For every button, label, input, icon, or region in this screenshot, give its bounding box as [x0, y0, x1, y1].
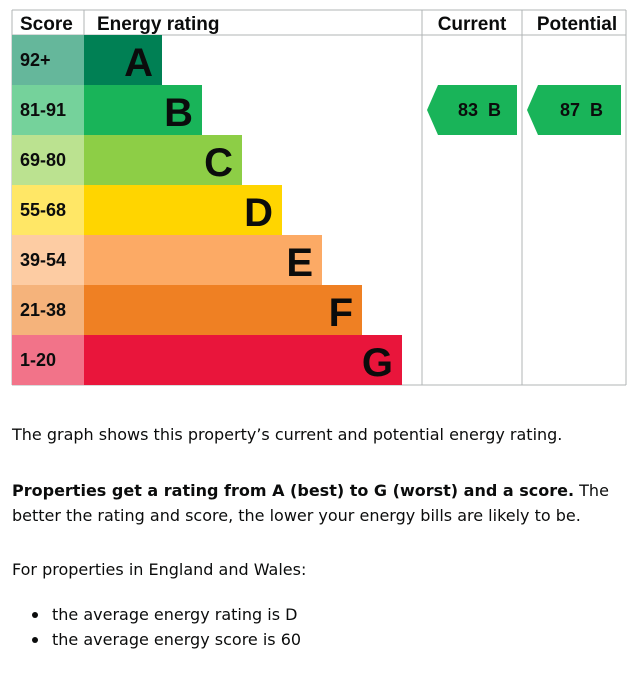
rating-band-bar [84, 35, 162, 85]
current-rating-arrow [427, 85, 517, 135]
rating-explanation-rest: The better the rating and score, the low… [12, 481, 609, 525]
score-range-label: 55-68 [20, 200, 66, 220]
rating-band-bar [84, 235, 322, 285]
current-column-header: Current [438, 14, 507, 35]
score-range-cell [12, 35, 84, 85]
current-rating-label: 83 B [458, 100, 501, 120]
score-range-cell [12, 85, 84, 135]
score-column-header: Score [20, 14, 73, 35]
rating-band-bar [84, 335, 402, 385]
rating-band-letter: G [362, 341, 393, 385]
averages-list: the average energy rating is D the avera… [12, 602, 632, 652]
graph-description: The graph shows this property’s current … [12, 422, 632, 447]
averages-list-container: the average energy rating is D the avera… [12, 602, 632, 652]
potential-column-header: Potential [537, 14, 617, 35]
score-range-cell [12, 235, 84, 285]
rating-band-letter: D [244, 191, 273, 235]
rating-band-bar [84, 85, 202, 135]
score-range-cell [12, 285, 84, 335]
rating-band-bar [84, 285, 362, 335]
score-range-label: 39-54 [20, 250, 66, 270]
rating-explanation: Properties get a rating from A (best) to… [12, 478, 632, 528]
energy-rating-column-header: Energy rating [97, 14, 219, 35]
potential-rating-label: 87 B [560, 100, 603, 120]
average-rating-item: the average energy rating is D [12, 602, 632, 627]
rating-bands: 92+ A 81-91 B 69-80 C 55-68 D 39-54 E 21-38 F 1-20 G [12, 35, 402, 385]
rating-band-bar [84, 185, 282, 235]
averages-intro-text: For properties in England and Wales: [12, 560, 307, 579]
epc-chart: Score Energy rating Current Potential 92… [11, 9, 627, 386]
rating-explanation-bold: Properties get a rating from A (best) to… [12, 481, 575, 500]
score-range-label: 1-20 [20, 350, 56, 370]
rating-band-letter: F [329, 291, 353, 335]
graph-description-text: The graph shows this property’s current … [12, 425, 563, 444]
score-range-label: 69-80 [20, 150, 66, 170]
score-range-label: 81-91 [20, 100, 66, 120]
averages-intro: For properties in England and Wales: [12, 557, 632, 582]
rating-band-bar [84, 135, 242, 185]
rating-markers: 83 B 87 B [427, 85, 621, 135]
potential-rating-arrow [527, 85, 621, 135]
average-score-item: the average energy score is 60 [12, 627, 632, 652]
rating-band-letter: E [286, 241, 313, 285]
rating-band-letter: B [164, 91, 193, 135]
score-range-cell [12, 335, 84, 385]
score-range-label: 92+ [20, 50, 51, 70]
rating-band-letter: A [124, 41, 153, 85]
rating-band-letter: C [204, 141, 233, 185]
score-range-label: 21-38 [20, 300, 66, 320]
score-range-cell [12, 185, 84, 235]
score-range-cell [12, 135, 84, 185]
